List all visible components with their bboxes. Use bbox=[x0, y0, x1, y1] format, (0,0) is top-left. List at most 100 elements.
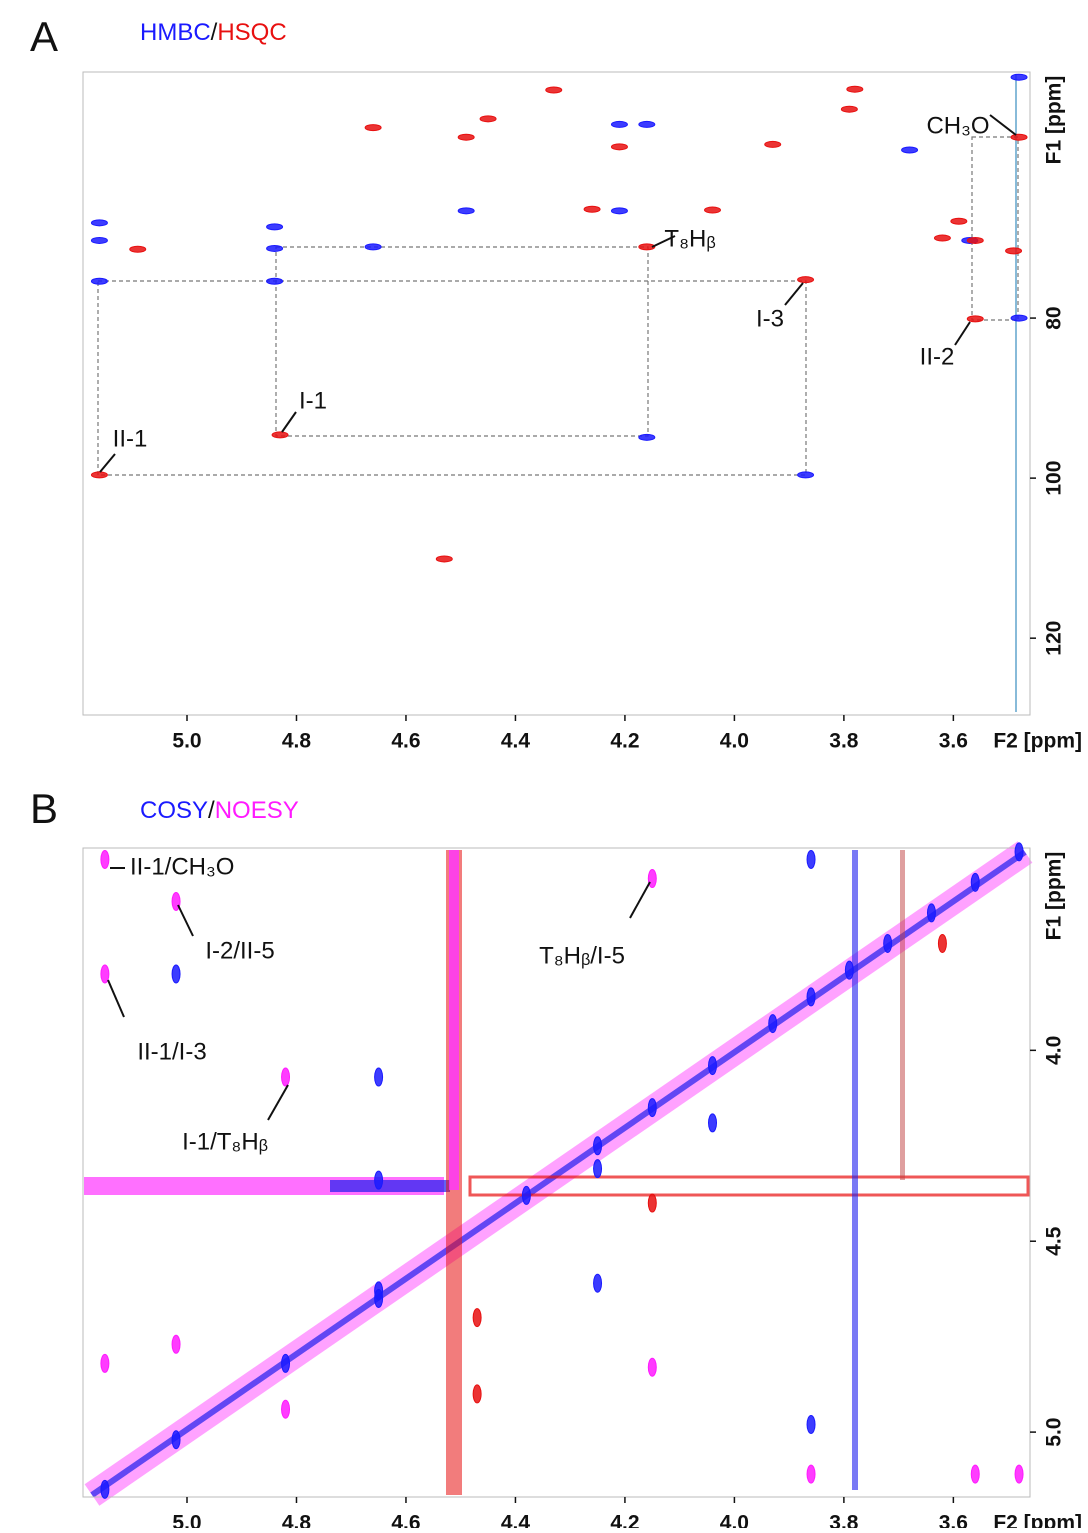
peak bbox=[797, 276, 815, 284]
peak bbox=[704, 206, 722, 214]
peak bbox=[937, 933, 947, 953]
annotation: II-1/I-3 bbox=[137, 1038, 206, 1065]
peak bbox=[806, 1414, 816, 1434]
annotation-leader bbox=[629, 881, 651, 919]
panel-a-guides bbox=[97, 136, 1019, 476]
peak bbox=[966, 236, 984, 244]
annotation: I-2/II-5 bbox=[205, 937, 274, 964]
annotation-leader bbox=[267, 1084, 289, 1121]
peak bbox=[457, 207, 475, 215]
peak bbox=[806, 1464, 816, 1484]
y-axis-label: F1 [ppm] bbox=[1043, 852, 1066, 941]
peak bbox=[1014, 1464, 1024, 1484]
annotation: I-1 bbox=[299, 387, 327, 414]
vertical-band bbox=[449, 850, 459, 1190]
peak bbox=[1014, 842, 1024, 862]
x-tick-label: 3.6 bbox=[939, 730, 968, 753]
peak bbox=[472, 1384, 482, 1404]
peak bbox=[90, 219, 108, 227]
peak bbox=[457, 133, 475, 141]
peak bbox=[950, 217, 968, 225]
peak bbox=[840, 105, 858, 113]
peak bbox=[129, 245, 147, 253]
x-tick-label: 3.6 bbox=[939, 1512, 968, 1528]
peak bbox=[583, 205, 601, 213]
annotation: II-1/CH₃O bbox=[130, 853, 234, 880]
vertical-stripe bbox=[852, 850, 858, 1490]
peak bbox=[638, 120, 656, 128]
annotation-leader bbox=[784, 282, 804, 306]
vertical-stripe bbox=[900, 850, 905, 1180]
annotation: T₈Hᵦ/I-5 bbox=[539, 942, 625, 969]
annotation-leader bbox=[281, 411, 297, 433]
peak bbox=[970, 1464, 980, 1484]
peak bbox=[647, 1357, 657, 1377]
water-band bbox=[468, 1175, 1030, 1197]
peak bbox=[647, 1193, 657, 1213]
peak bbox=[708, 1113, 718, 1133]
peak bbox=[926, 903, 936, 923]
annotation-leader bbox=[989, 114, 1017, 136]
guide bbox=[97, 280, 807, 476]
y-tick-label: 5.0 bbox=[1043, 1417, 1066, 1446]
peak bbox=[90, 471, 108, 479]
peak bbox=[364, 124, 382, 132]
peak bbox=[610, 207, 628, 215]
annotation: II-1 bbox=[113, 425, 148, 452]
peak bbox=[1010, 133, 1028, 141]
y-tick-label: 80 bbox=[1043, 306, 1066, 329]
legend-entry: HSQC bbox=[217, 19, 286, 46]
annotation-leader bbox=[99, 453, 116, 473]
annotation: I-3 bbox=[756, 305, 784, 332]
x-axis-label: F2 [ppm] bbox=[993, 730, 1082, 753]
x-tick-label: 4.8 bbox=[282, 730, 312, 753]
peak bbox=[271, 431, 289, 439]
x-tick-label: 3.8 bbox=[829, 1512, 859, 1528]
peak bbox=[472, 1308, 482, 1328]
x-tick-label: 4.4 bbox=[501, 730, 531, 753]
peak bbox=[764, 140, 782, 148]
legend: HMBC/HSQC bbox=[140, 19, 287, 46]
x-tick-label: 5.0 bbox=[172, 1512, 201, 1528]
panel-label: A bbox=[30, 13, 58, 60]
legend-entry: COSY bbox=[140, 797, 208, 824]
panel-b-bands bbox=[84, 841, 1033, 1506]
water-band-core bbox=[330, 1180, 450, 1192]
peak bbox=[593, 1273, 603, 1293]
peak bbox=[846, 85, 864, 93]
peak bbox=[806, 987, 816, 1007]
y-tick-label: 100 bbox=[1043, 461, 1066, 496]
peak bbox=[281, 1067, 291, 1087]
peak bbox=[593, 1159, 603, 1179]
peak bbox=[374, 1281, 384, 1301]
peak bbox=[281, 1399, 291, 1419]
peak bbox=[610, 120, 628, 128]
panel-label: B bbox=[30, 785, 58, 832]
peak bbox=[1010, 73, 1028, 81]
peak bbox=[435, 555, 453, 563]
peak bbox=[90, 277, 108, 285]
annotation: I-1/T₈Hᵦ bbox=[182, 1128, 268, 1155]
x-tick-label: 4.2 bbox=[610, 1512, 639, 1528]
annotation-leader bbox=[651, 235, 676, 248]
peak bbox=[966, 315, 984, 323]
legend-entry: HMBC bbox=[140, 19, 211, 46]
peak bbox=[545, 86, 563, 94]
peak bbox=[647, 1098, 657, 1118]
x-tick-label: 4.0 bbox=[720, 730, 749, 753]
annotation-leader bbox=[177, 904, 194, 937]
diagonal-core bbox=[90, 849, 1027, 1498]
legend-separator: / bbox=[211, 19, 218, 46]
peak bbox=[844, 960, 854, 980]
peak bbox=[593, 1136, 603, 1156]
annotation: II-2 bbox=[920, 343, 955, 370]
peak bbox=[638, 243, 656, 251]
peak bbox=[266, 277, 284, 285]
x-tick-label: 3.8 bbox=[829, 730, 859, 753]
x-tick-label: 4.4 bbox=[501, 1512, 531, 1528]
peak bbox=[901, 146, 919, 154]
annotation-leader bbox=[954, 321, 971, 346]
annotation: CH₃O bbox=[926, 112, 989, 139]
y-tick-label: 120 bbox=[1043, 621, 1066, 656]
peak bbox=[171, 1334, 181, 1354]
